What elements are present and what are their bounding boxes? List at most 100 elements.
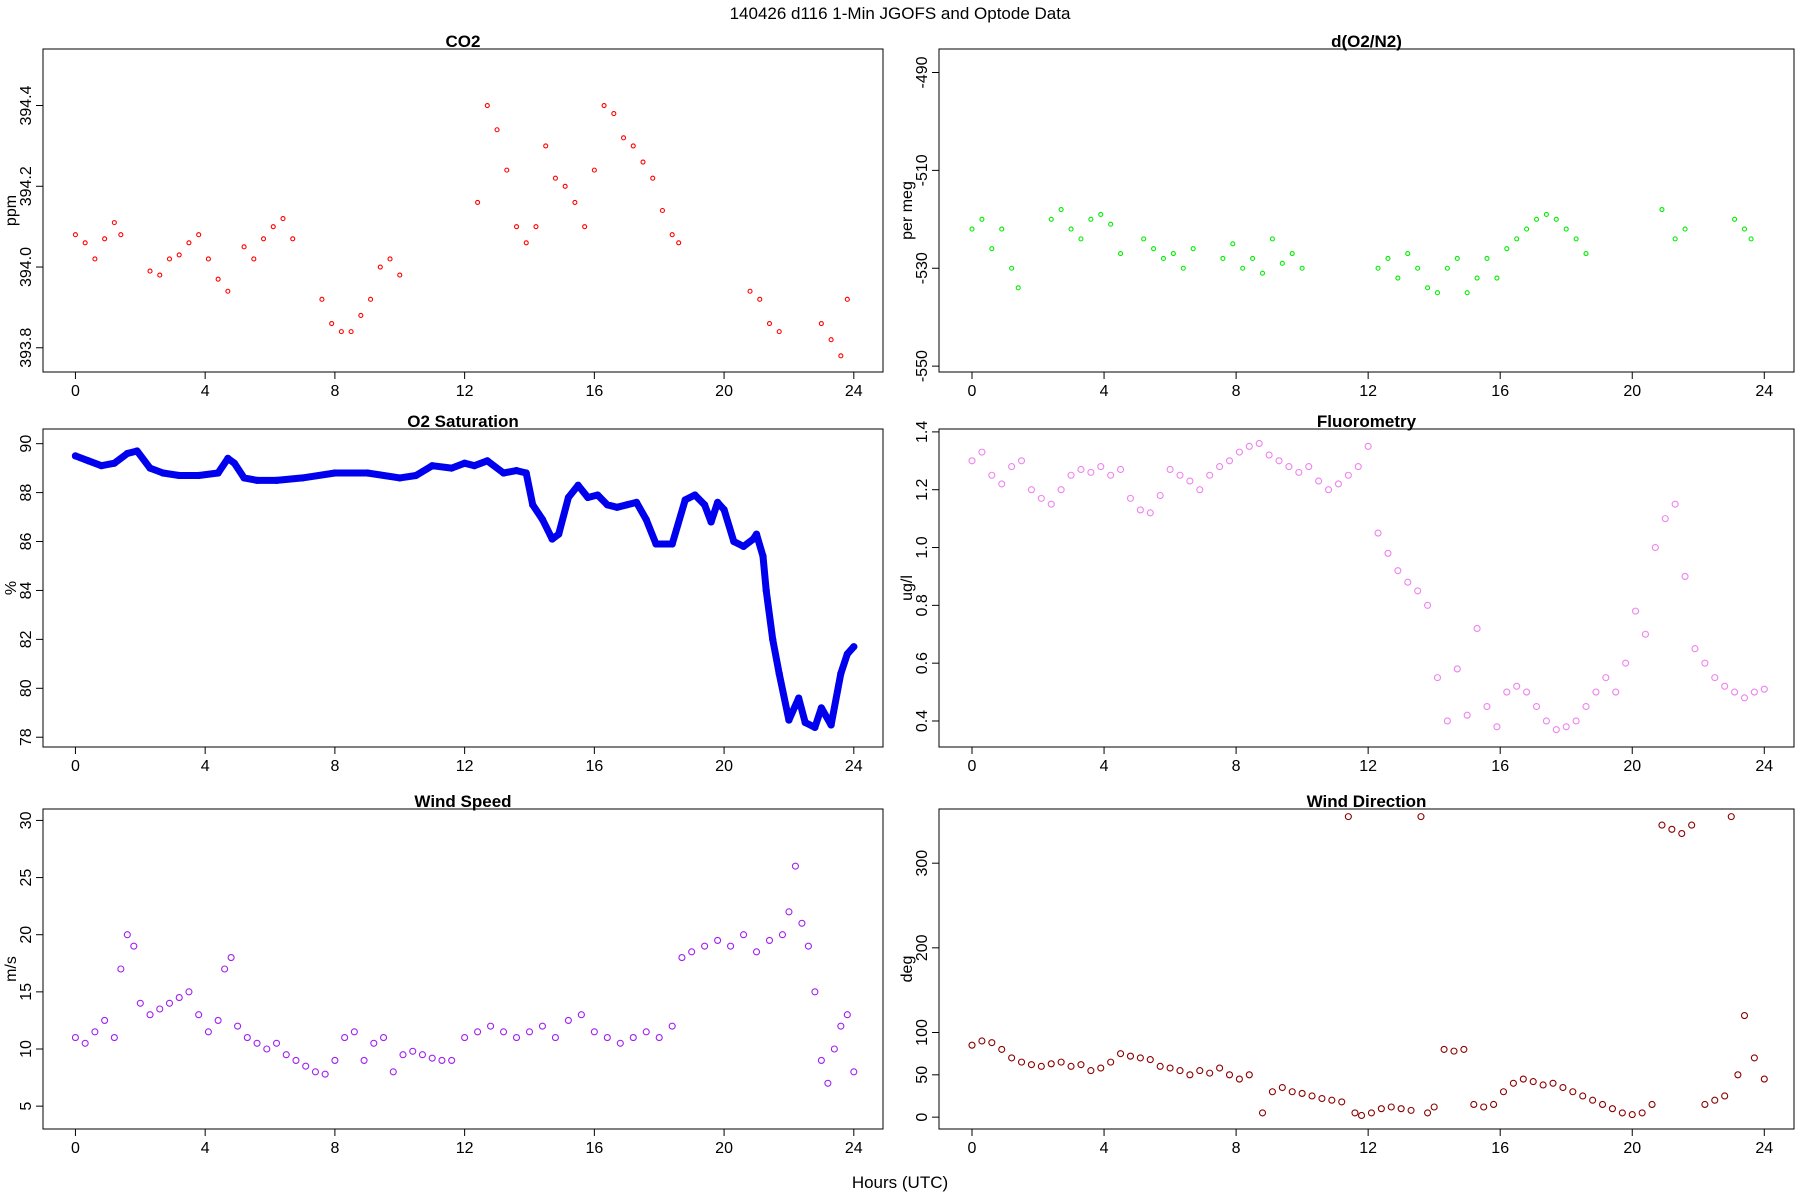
y-tick-label: 50	[914, 1066, 931, 1084]
data-point	[1048, 216, 1054, 222]
data-point	[368, 296, 374, 302]
data-point	[123, 931, 131, 939]
data-point	[727, 942, 735, 950]
x-tick-label: 8	[330, 1140, 339, 1157]
data-point	[1598, 1100, 1607, 1108]
data-point	[1659, 206, 1665, 213]
data-point	[1176, 471, 1184, 479]
y-tick-label: -490	[914, 56, 931, 88]
y-axis-label: m/s	[3, 956, 20, 982]
data-point	[230, 459, 238, 467]
data-point	[234, 1022, 242, 1030]
data-point	[512, 466, 521, 475]
data-point	[795, 694, 803, 702]
y-tick-label: 88	[18, 484, 35, 502]
x-tick-label: 8	[1232, 1140, 1241, 1157]
data-point	[110, 459, 118, 467]
data-point	[533, 224, 539, 230]
data-point	[1483, 702, 1491, 711]
data-point	[1433, 674, 1442, 682]
data-point	[1170, 251, 1176, 257]
y-tick-label: 0.6	[914, 652, 931, 674]
data-point	[1298, 1089, 1306, 1097]
data-point	[1318, 1094, 1326, 1103]
data-point	[1180, 265, 1186, 271]
data-point	[157, 272, 163, 278]
data-point	[1523, 688, 1531, 696]
data-point	[582, 224, 588, 230]
data-point	[1117, 1050, 1125, 1058]
data-point	[522, 469, 530, 477]
data-point	[253, 476, 261, 484]
data-point	[1628, 1111, 1636, 1119]
data-point	[1338, 1098, 1346, 1106]
data-point	[681, 496, 689, 504]
data-point	[669, 232, 675, 238]
data-point	[1107, 471, 1115, 479]
data-point	[785, 716, 793, 724]
y-axis-label: ppm	[3, 195, 20, 226]
data-point	[1474, 275, 1480, 281]
x-tick-label: 0	[968, 1140, 977, 1157]
data-point	[1087, 468, 1095, 476]
data-point	[642, 515, 650, 524]
data-point	[1711, 1096, 1719, 1104]
data-point	[591, 167, 597, 173]
data-point	[1671, 500, 1679, 508]
data-point	[1721, 682, 1729, 690]
data-point	[1553, 216, 1559, 222]
data-point	[998, 480, 1006, 488]
data-point	[1415, 265, 1421, 271]
data-point	[1572, 717, 1580, 725]
data-point	[577, 1011, 585, 1019]
data-point	[1067, 471, 1075, 479]
data-point	[837, 670, 845, 678]
chart-panel: O2 Saturation% 0 4 8 12 16 20 24 78 80 82 84 86 88 90	[3, 412, 884, 775]
data-point	[92, 256, 98, 262]
x-tick-label: 8	[330, 758, 339, 775]
data-point	[1397, 1105, 1405, 1113]
data-point	[707, 518, 715, 526]
data-point	[1648, 1100, 1656, 1108]
data-point	[1305, 463, 1313, 471]
data-point	[251, 256, 257, 262]
data-point	[1638, 1109, 1646, 1117]
data-point	[270, 224, 276, 230]
data-point	[1549, 1079, 1557, 1087]
data-point	[778, 931, 787, 939]
data-point	[111, 220, 117, 226]
x-tick-label: 20	[1623, 1140, 1641, 1157]
data-point	[1225, 1071, 1234, 1079]
y-tick-label: 30	[18, 811, 35, 829]
data-point	[1344, 471, 1352, 479]
data-point	[1268, 1088, 1276, 1096]
data-point	[428, 462, 436, 470]
data-point	[1407, 1106, 1415, 1114]
data-point	[1480, 1103, 1488, 1111]
data-point	[1394, 567, 1402, 575]
x-tick-label: 4	[201, 383, 210, 400]
data-point	[752, 530, 761, 538]
data-point	[1513, 682, 1521, 690]
y-tick-label: 300	[914, 850, 931, 877]
data-point	[555, 530, 563, 538]
data-point	[1324, 486, 1333, 494]
chart-title: d(O2/N2)	[1331, 32, 1402, 51]
data-point	[1206, 471, 1214, 479]
data-point	[214, 1016, 222, 1024]
x-tick-label: 12	[456, 383, 474, 400]
data-point	[1559, 1083, 1567, 1092]
data-point	[593, 491, 602, 499]
x-tick-label: 24	[845, 1140, 863, 1157]
data-point	[1405, 251, 1411, 257]
data-point	[117, 965, 125, 973]
data-point	[776, 329, 782, 335]
data-point	[338, 329, 344, 335]
data-point	[804, 942, 812, 950]
plot-frame	[938, 428, 1795, 748]
data-point	[1524, 226, 1530, 232]
y-tick-label: 84	[18, 581, 35, 599]
data-point	[1552, 726, 1560, 734]
x-tick-label: 16	[585, 383, 603, 400]
